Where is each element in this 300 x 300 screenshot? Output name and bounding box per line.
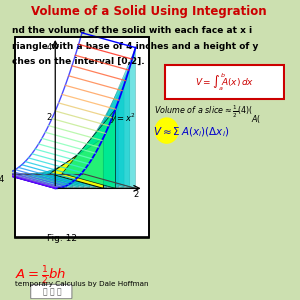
- Text: $A = \frac{1}{2}bh$: $A = \frac{1}{2}bh$: [15, 265, 67, 287]
- Polygon shape: [65, 101, 118, 188]
- FancyBboxPatch shape: [31, 284, 72, 299]
- Polygon shape: [2, 173, 55, 188]
- Polygon shape: [2, 173, 136, 188]
- Polygon shape: [48, 142, 101, 188]
- Polygon shape: [59, 117, 112, 188]
- FancyBboxPatch shape: [15, 37, 149, 237]
- FancyBboxPatch shape: [165, 65, 284, 99]
- Polygon shape: [50, 138, 104, 188]
- Polygon shape: [70, 85, 124, 188]
- Text: temporary Calculus by Dale Hoffman: temporary Calculus by Dale Hoffman: [15, 281, 148, 287]
- Text: nd the volume of the solid with each face at x i: nd the volume of the solid with each fac…: [12, 26, 253, 35]
- Circle shape: [155, 118, 178, 143]
- Polygon shape: [19, 173, 73, 188]
- Polygon shape: [30, 170, 84, 188]
- Polygon shape: [25, 173, 78, 188]
- Text: 4: 4: [46, 43, 52, 52]
- Text: riangle with a base of 4 inches and a height of y: riangle with a base of 4 inches and a he…: [12, 42, 259, 51]
- Polygon shape: [13, 173, 67, 188]
- Text: ches on the interval [0,2].: ches on the interval [0,2].: [12, 57, 145, 66]
- Polygon shape: [53, 130, 107, 188]
- Polygon shape: [42, 153, 95, 188]
- Polygon shape: [82, 48, 136, 188]
- Text: $V = \int_a^b\!\!A(x)\,dx$: $V = \int_a^b\!\!A(x)\,dx$: [195, 71, 254, 93]
- Text: $y = x^2$: $y = x^2$: [110, 112, 136, 126]
- Text: $A($: $A($: [251, 113, 262, 125]
- Polygon shape: [36, 163, 90, 188]
- Polygon shape: [62, 109, 116, 188]
- Text: $\mathit{Volume\ of\ a\ slice} \approx \frac{1}{2}(4)($: $\mathit{Volume\ of\ a\ slice} \approx \…: [154, 104, 253, 120]
- Text: Volume of a Solid Using Integration: Volume of a Solid Using Integration: [31, 5, 267, 18]
- Text: 2: 2: [133, 190, 138, 199]
- Text: 4: 4: [0, 176, 4, 184]
- Text: Ⓒ Ⓑ Ⓢ: Ⓒ Ⓑ Ⓢ: [43, 287, 61, 296]
- Text: 2: 2: [46, 113, 52, 122]
- Text: Fig. 12: Fig. 12: [47, 234, 77, 243]
- Polygon shape: [76, 67, 130, 188]
- Text: $V \approx \Sigma\, A(x_i)(\Delta x_i)$: $V \approx \Sigma\, A(x_i)(\Delta x_i)$: [153, 125, 230, 139]
- Polygon shape: [8, 173, 61, 188]
